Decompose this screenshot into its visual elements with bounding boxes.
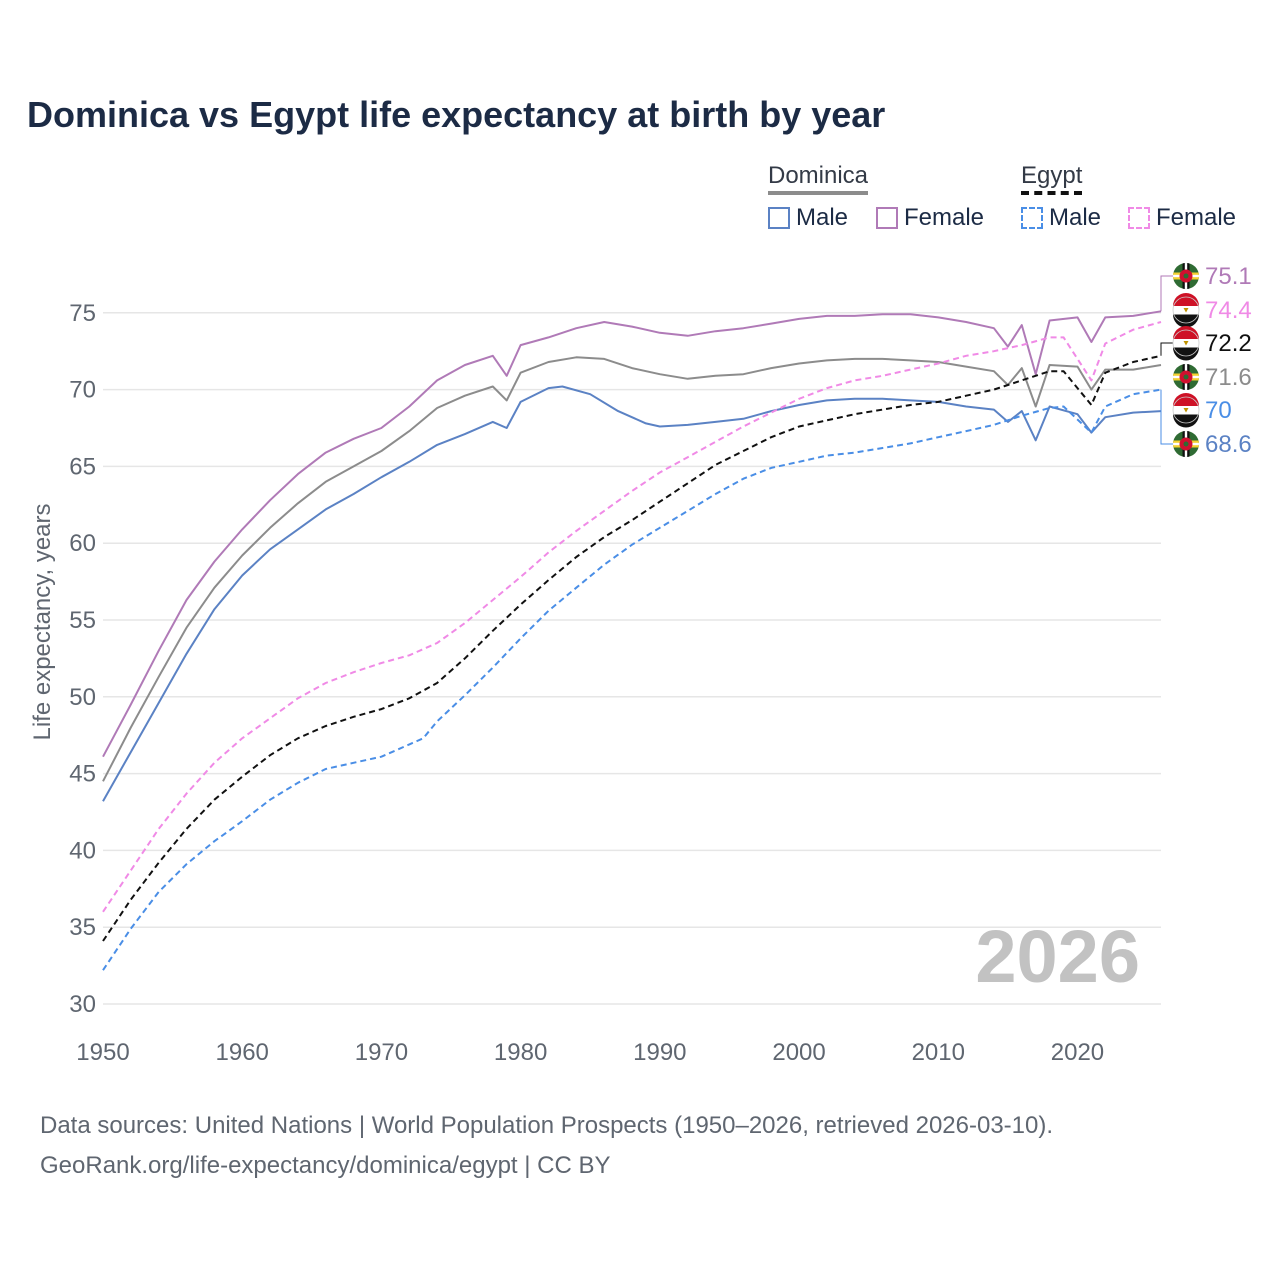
end-labels: 75.1 74.4 72.2 71.6 70 68.6 — [1160, 263, 1252, 458]
x-tick-2000: 2000 — [772, 1039, 825, 1066]
y-tick-50: 50 — [69, 684, 96, 711]
y-tick-45: 45 — [69, 761, 96, 788]
legend-swatch-egypt-female — [1128, 207, 1150, 229]
x-tick-2020: 2020 — [1051, 1039, 1104, 1066]
egypt-flag-icon — [1172, 326, 1200, 361]
y-tick-65: 65 — [69, 453, 96, 480]
series-line-egypt-female[interactable] — [102, 321, 1162, 913]
legend-swatch-dominica-male — [768, 207, 790, 229]
egypt-flag-icon — [1172, 393, 1200, 428]
y-tick-60: 60 — [69, 530, 96, 557]
y-tick-40: 40 — [69, 837, 96, 864]
dominica-flag-icon — [1173, 263, 1199, 289]
source-note: Data sources: United Nations | World Pop… — [40, 1106, 1053, 1186]
series-line-dominica-female[interactable] — [102, 310, 1162, 758]
x-tick-1980: 1980 — [494, 1039, 547, 1066]
legend-group-egypt[interactable]: Egypt — [1021, 162, 1083, 195]
series-line-egypt[interactable] — [102, 354, 1162, 942]
year-watermark: 2026 — [975, 915, 1140, 998]
x-tick-1970: 1970 — [355, 1039, 408, 1066]
axes: 30 35 40 45 50 55 60 65 70 75 1950 1960 1970 1980 1990… — [69, 300, 1104, 1066]
dominica-flag-icon — [1173, 431, 1199, 457]
legend-label-dominica-female: Female — [904, 204, 985, 231]
y-axis-label: Life expectancy, years — [29, 503, 56, 740]
end-label-1: 74.4 — [1205, 297, 1252, 324]
y-tick-35: 35 — [69, 914, 96, 941]
dominica-flag-icon — [1173, 364, 1199, 390]
end-label-2: 72.2 — [1205, 330, 1252, 357]
connector-egypt — [1160, 342, 1173, 356]
legend-group-dominica-line — [768, 191, 869, 195]
chart-title: Dominica vs Egypt life expectancy at bir… — [27, 94, 886, 135]
end-label-5: 68.6 — [1205, 431, 1252, 458]
source-line-2[interactable]: GeoRank.org/life-expectancy/dominica/egy… — [40, 1152, 611, 1179]
end-label-3: 71.6 — [1205, 364, 1252, 391]
y-tick-70: 70 — [69, 377, 96, 404]
legend-group-egypt-line — [1021, 191, 1083, 195]
x-tick-1990: 1990 — [633, 1039, 686, 1066]
legend-group-dominica-label: Dominica — [768, 162, 869, 189]
legend-item-dominica-female[interactable]: Female — [876, 204, 984, 232]
series-line-dominica[interactable] — [102, 356, 1162, 782]
source-line-1: Data sources: United Nations | World Pop… — [40, 1112, 1054, 1139]
series-line-egypt-male[interactable] — [102, 388, 1162, 971]
connector-egypt-male — [1160, 389, 1173, 445]
series-lines — [102, 310, 1162, 971]
series-line-dominica-male[interactable] — [102, 385, 1162, 802]
legend-label-egypt-female: Female — [1156, 204, 1237, 231]
legend-item-egypt-male[interactable]: Male — [1021, 204, 1101, 232]
gridlines — [103, 312, 1161, 1005]
end-label-0: 75.1 — [1205, 263, 1252, 290]
legend-group-dominica[interactable]: Dominica — [768, 162, 869, 195]
y-tick-75: 75 — [69, 300, 96, 327]
legend-item-dominica-male[interactable]: Male — [768, 204, 848, 232]
egypt-flag-icon — [1172, 293, 1200, 328]
legend-label-dominica-male: Male — [796, 204, 849, 231]
y-tick-55: 55 — [69, 607, 96, 634]
end-label-4: 70 — [1205, 397, 1232, 424]
x-tick-2010: 2010 — [912, 1039, 965, 1066]
legend-group-egypt-label: Egypt — [1021, 162, 1083, 189]
y-tick-30: 30 — [69, 991, 96, 1018]
connector-dominica-female — [1160, 275, 1173, 312]
legend-swatch-dominica-female — [876, 207, 898, 229]
legend-item-egypt-female[interactable]: Female — [1128, 204, 1236, 232]
legend-label-egypt-male: Male — [1049, 204, 1102, 231]
x-tick-1960: 1960 — [216, 1039, 269, 1066]
x-tick-1950: 1950 — [76, 1039, 129, 1066]
legend-swatch-egypt-male — [1021, 207, 1043, 229]
